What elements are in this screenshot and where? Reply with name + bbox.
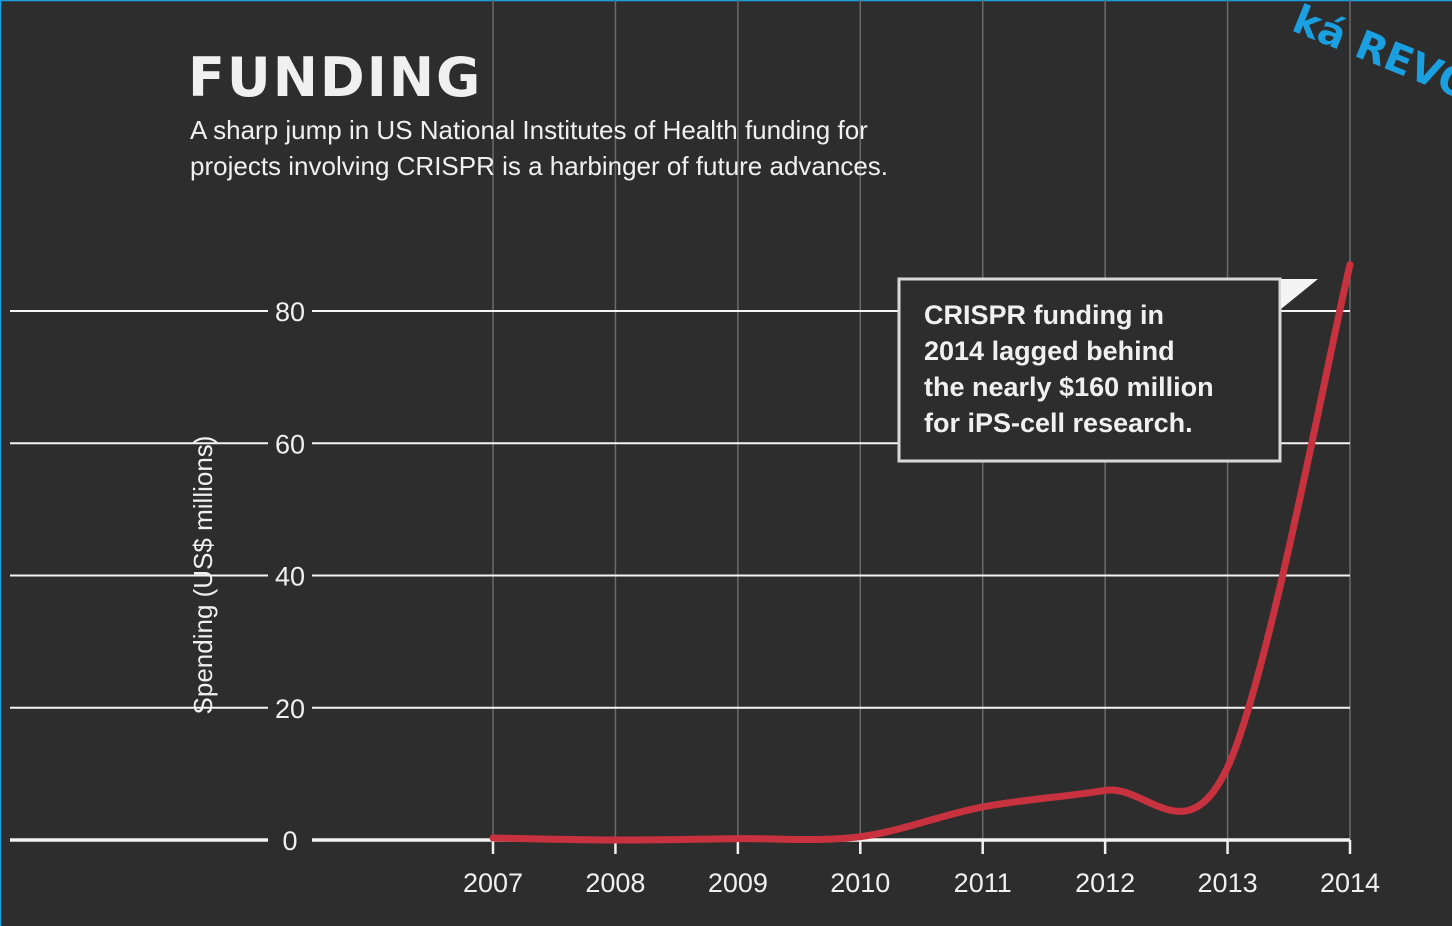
- line: [489, 261, 1354, 844]
- annotation-text: the nearly $160 million: [924, 372, 1214, 402]
- y-tick-label: 60: [275, 429, 305, 459]
- annotation-pointer: [1281, 279, 1318, 309]
- y-tick-label: 20: [275, 694, 305, 724]
- x-tick-label: 2014: [1320, 868, 1380, 898]
- annotation-box: [897, 277, 1282, 463]
- x-tick-label: 2012: [1075, 868, 1135, 898]
- chart-title: FUNDING: [188, 46, 482, 109]
- x-tick-label: 2010: [830, 868, 890, 898]
- subtitle: A sharp jump in US National Institutes o…: [190, 115, 868, 145]
- x-tick-label: 2008: [585, 868, 645, 898]
- y-axis-label: Spending (US$ millions): [188, 436, 218, 715]
- subtitle: projects involving CRISPR is a harbinger…: [190, 151, 888, 181]
- annotation-text: CRISPR funding in: [924, 300, 1164, 330]
- annotation-text: 2014 lagged behind: [924, 336, 1175, 366]
- annotation-text: for iPS-cell research.: [924, 408, 1193, 438]
- y-tick-label: 0: [282, 826, 297, 856]
- x-tick-label: 2009: [708, 868, 768, 898]
- y-tick-label: 80: [275, 297, 305, 327]
- x-tick-label: 2011: [954, 868, 1012, 898]
- x-tick-label: 2007: [463, 868, 523, 898]
- x-tick-label: 2013: [1198, 868, 1258, 898]
- y-tick-label: 40: [275, 562, 305, 592]
